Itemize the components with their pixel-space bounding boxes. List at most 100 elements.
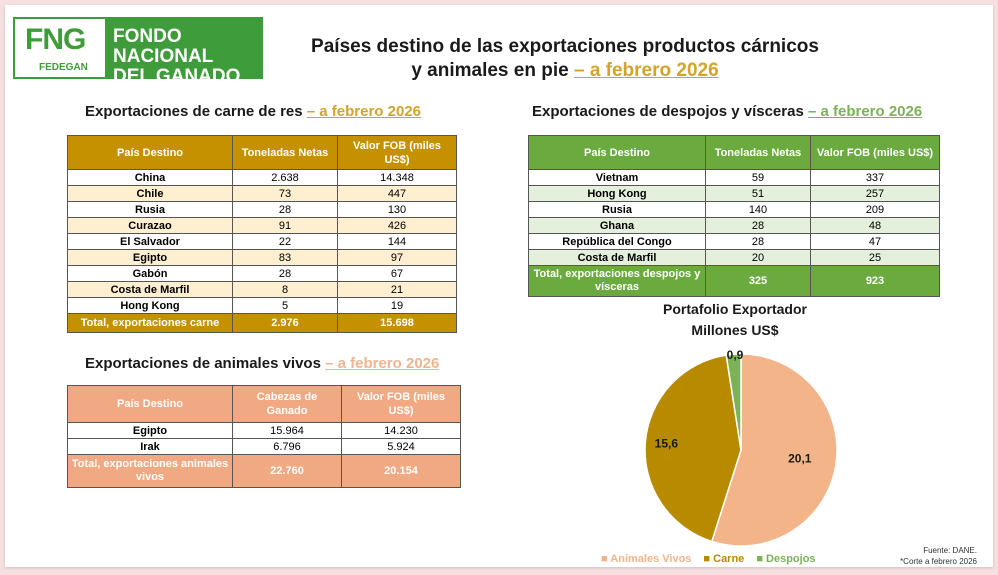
value-cell: 28 <box>232 201 338 218</box>
value-cell: 20 <box>705 249 811 266</box>
despojos-title-text: Exportaciones de despojos y vísceras <box>532 103 808 120</box>
value-cell: 8 <box>232 281 338 298</box>
value-cell: 51 <box>705 185 811 202</box>
pie-title-line2: Millones US$ <box>691 322 779 338</box>
table-row: Irak 6.796 5.924 <box>67 438 461 455</box>
value-cell: 67 <box>337 265 457 282</box>
table-row: China 2.638 14.348 <box>67 169 457 186</box>
pie-title-line1: Portafolio Exportador <box>663 301 807 317</box>
table-row: Gabón 28 67 <box>67 265 457 282</box>
page-title-line1: Países destino de las exportaciones prod… <box>311 36 819 57</box>
logo-acronym: FNG <box>25 23 86 56</box>
value-cell: 73 <box>232 185 338 202</box>
country-cell: Hong Kong <box>67 297 233 314</box>
res-header-tons: Toneladas Netas <box>232 135 338 170</box>
value-cell: 47 <box>810 233 940 250</box>
pie-slice-carne <box>644 354 742 543</box>
value-cell: 447 <box>337 185 457 202</box>
value-cell: 25 <box>810 249 940 266</box>
value-cell: 5.924 <box>341 438 461 455</box>
vivos-title-date: – a febrero 2026 <box>325 355 440 372</box>
total-row: Total, exportaciones animales vivos 22.76… <box>67 454 461 488</box>
value-cell: 28 <box>705 217 811 234</box>
value-cell: 14.230 <box>341 422 461 439</box>
legend-marker-icon: ■ <box>703 553 714 565</box>
despojos-header-fob: Valor FOB (miles US$) <box>810 135 940 170</box>
country-cell: Hong Kong <box>528 185 706 202</box>
table-row: Hong Kong 5 19 <box>67 297 457 314</box>
res-table: País Destino Toneladas Netas Valor FOB (… <box>67 135 457 333</box>
total-row: Total, exportaciones carne 2.976 15.698 <box>67 313 457 333</box>
country-cell: Vietnam <box>528 169 706 186</box>
country-cell: República del Congo <box>528 233 706 250</box>
value-cell: 59 <box>705 169 811 186</box>
table-row: Vietnam 59 337 <box>528 169 940 186</box>
table-row: Costa de Marfil 8 21 <box>67 281 457 298</box>
country-cell: Rusia <box>528 201 706 218</box>
fng-logo: FNG FEDEGAN FONDO NACIONAL DEL GANADO <box>13 17 263 87</box>
source-note: Fuente: DANE. *Corte a febrero 2026 <box>900 545 977 567</box>
portfolio-pie-chart: 20,1 15,6 0,9 <box>644 350 838 547</box>
value-cell: 21 <box>337 281 457 298</box>
total-value: 2.976 <box>232 313 338 333</box>
value-cell: 48 <box>810 217 940 234</box>
country-cell: Costa de Marfil <box>528 249 706 266</box>
page-title-date: – a febrero 2026 <box>573 60 719 81</box>
country-cell: Gabón <box>67 265 233 282</box>
value-cell: 144 <box>337 233 457 250</box>
despojos-title-date: – a febrero 2026 <box>807 103 923 120</box>
pie-data-label: 15,6 <box>655 436 679 450</box>
despojos-header-country: País Destino <box>528 135 706 170</box>
pie-legend: ■ Animales Vivos ■ Carne ■ Despojos <box>601 553 816 565</box>
slide: FNG FEDEGAN FONDO NACIONAL DEL GANADO Pa… <box>5 5 993 567</box>
res-title-date: – a febrero 2026 <box>306 103 422 120</box>
value-cell: 426 <box>337 217 457 234</box>
country-cell: Egipto <box>67 422 233 439</box>
pie-data-label: 0,9 <box>727 350 744 362</box>
total-label: Total, exportaciones animales vivos <box>67 454 233 488</box>
total-label: Total, exportaciones carne <box>67 313 233 333</box>
vivos-header-heads: Cabezas de Ganado <box>232 385 342 423</box>
table-row: República del Congo 28 47 <box>528 233 940 250</box>
country-cell: Chile <box>67 185 233 202</box>
country-cell: China <box>67 169 233 186</box>
value-cell: 97 <box>337 249 457 266</box>
country-cell: Ghana <box>528 217 706 234</box>
vivos-section-title: Exportaciones de animales vivos – a febr… <box>85 355 439 372</box>
pie-slice-despojos <box>725 353 742 451</box>
total-value: 22.760 <box>232 454 342 488</box>
page-title: Países destino de las exportaciones prod… <box>305 35 825 83</box>
value-cell: 2.638 <box>232 169 338 186</box>
vivos-table: País Destino Cabezas de Ganado Valor FOB… <box>67 385 461 488</box>
vivos-title-text: Exportaciones de animales vivos <box>85 355 326 372</box>
country-cell: El Salvador <box>67 233 233 250</box>
logo-name: FONDO NACIONAL DEL GANADO <box>107 17 263 87</box>
value-cell: 22 <box>232 233 338 250</box>
res-header-country: País Destino <box>67 135 233 170</box>
res-header-fob: Valor FOB (miles US$) <box>337 135 457 170</box>
country-cell: Egipto <box>67 249 233 266</box>
legend-marker-icon: ■ <box>601 553 611 565</box>
pie-title: Portafolio Exportador Millones US$ <box>605 299 865 341</box>
country-cell: Costa de Marfil <box>67 281 233 298</box>
table-row: Chile 73 447 <box>67 185 457 202</box>
despojos-header-tons: Toneladas Netas <box>705 135 811 170</box>
total-value: 20.154 <box>341 454 461 488</box>
country-cell: Irak <box>67 438 233 455</box>
table-row: Ghana 28 48 <box>528 217 940 234</box>
logo-badge: FNG FEDEGAN <box>13 17 107 79</box>
total-value: 923 <box>810 265 940 297</box>
table-row: Hong Kong 51 257 <box>528 185 940 202</box>
pie-slice-animales-vivos <box>710 353 838 547</box>
page-title-line2: y animales en pie <box>411 60 574 81</box>
value-cell: 140 <box>705 201 811 218</box>
table-row: Egipto 83 97 <box>67 249 457 266</box>
country-cell: Rusia <box>67 201 233 218</box>
table-row: Curazao 91 426 <box>67 217 457 234</box>
legend-entry: ■ Animales Vivos <box>601 553 691 565</box>
value-cell: 19 <box>337 297 457 314</box>
value-cell: 257 <box>810 185 940 202</box>
table-row: Egipto 15.964 14.230 <box>67 422 461 439</box>
vivos-header-fob: Valor FOB (miles US$) <box>341 385 461 423</box>
legend-entry: ■ Despojos <box>756 553 815 565</box>
